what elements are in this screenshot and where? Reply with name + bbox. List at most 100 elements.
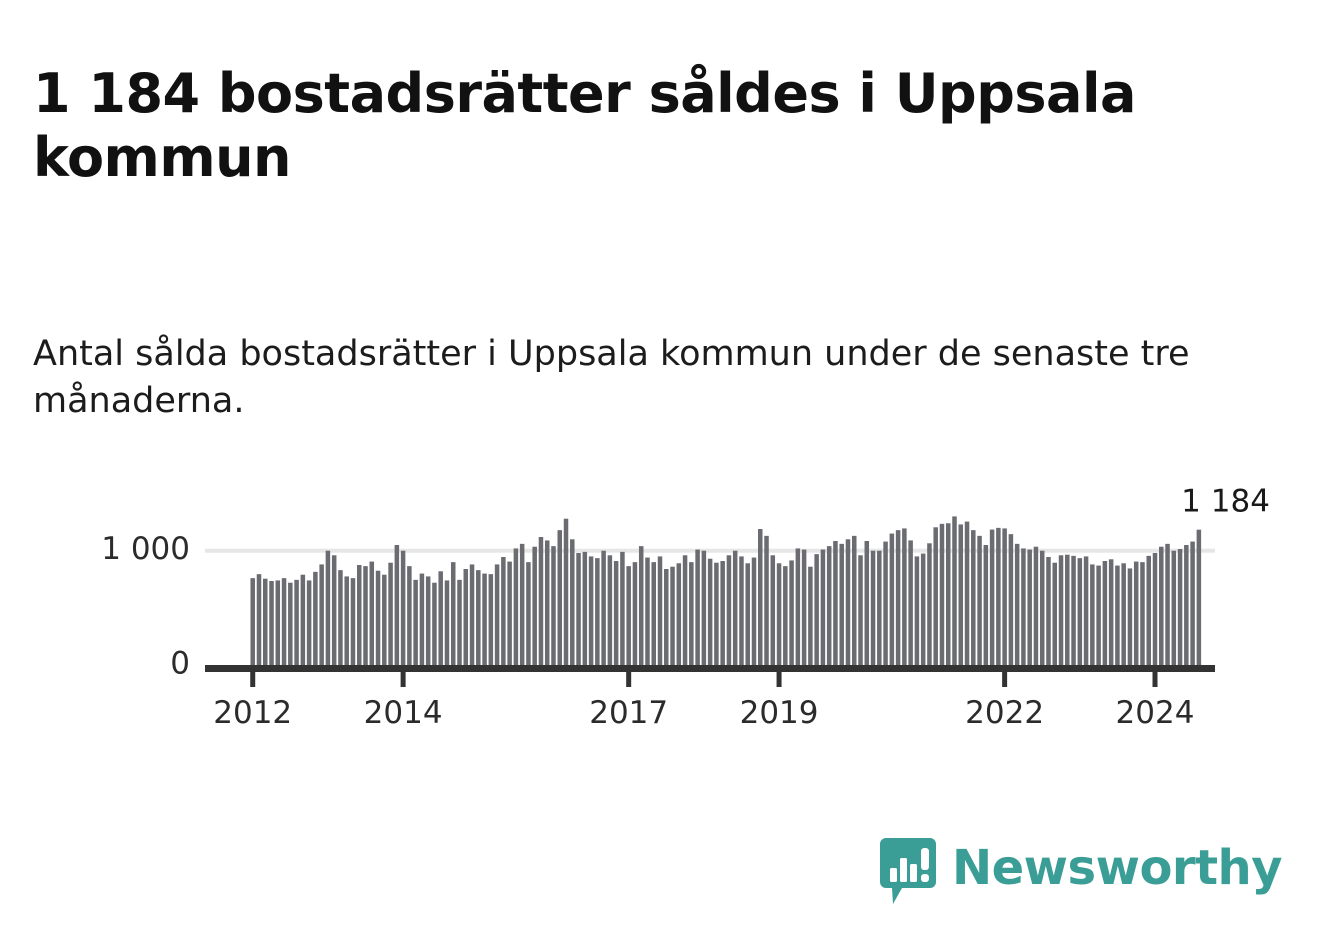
bar [826, 546, 832, 665]
bar [632, 562, 638, 665]
bar [388, 562, 393, 665]
bar [450, 562, 456, 665]
x-tick [1002, 672, 1008, 687]
bar [1014, 543, 1020, 665]
bar [983, 545, 989, 665]
bar [732, 550, 738, 665]
bar [563, 518, 569, 665]
bar [1177, 549, 1183, 665]
bar [1077, 558, 1083, 665]
bar [1121, 563, 1126, 665]
bar [1184, 545, 1189, 665]
bar [764, 535, 769, 665]
bar [651, 562, 656, 665]
bar [845, 539, 851, 665]
bar [256, 574, 262, 665]
bar [851, 535, 857, 665]
bar [269, 581, 274, 665]
bar [501, 557, 506, 665]
y-tick-label: 0 [170, 646, 190, 682]
bar [889, 533, 895, 665]
x-tick-label: 2012 [213, 695, 292, 731]
bar [638, 546, 644, 665]
bar [570, 539, 575, 665]
highlight-value-text: 1 184 [1181, 484, 1270, 520]
bar [551, 546, 556, 665]
bar [820, 549, 826, 665]
bar [1096, 565, 1101, 665]
bar [1152, 553, 1158, 665]
bars [250, 516, 1202, 665]
bar [726, 555, 732, 665]
bar [363, 566, 368, 665]
bar [319, 564, 324, 665]
bar [576, 553, 581, 665]
bar [595, 558, 600, 665]
bar [1058, 555, 1064, 665]
bar [939, 523, 945, 665]
bar [300, 574, 306, 665]
bar [670, 566, 675, 665]
bar [375, 570, 381, 665]
bar [883, 541, 888, 665]
bar [419, 573, 425, 665]
bar [413, 579, 418, 665]
bar [457, 579, 462, 665]
bar [626, 566, 631, 665]
bar [695, 549, 700, 665]
x-tick [776, 672, 782, 687]
bar [814, 554, 819, 665]
bar [507, 561, 512, 665]
x-tick-label: 2014 [364, 695, 443, 731]
x-tick-label: 2017 [589, 695, 668, 731]
bar [356, 565, 362, 665]
bar [1027, 549, 1032, 665]
bar [463, 569, 469, 665]
bar [1190, 541, 1195, 665]
bar [1159, 546, 1164, 665]
bar [382, 574, 387, 665]
bar [945, 523, 951, 665]
bar [927, 543, 932, 665]
bar [601, 550, 606, 665]
chart-canvas: 0 1 000 2012 2014 2017 2019 2022 2024 1 184 [101, 484, 1270, 731]
bar [701, 550, 707, 665]
bar [1146, 555, 1151, 665]
axis-line [205, 665, 1215, 672]
bar [977, 535, 982, 665]
bar [682, 555, 688, 665]
bar [783, 566, 788, 665]
highlight-value-label: 1 184 [1181, 484, 1270, 520]
bar [795, 548, 801, 665]
bar [657, 556, 663, 665]
bar [1133, 561, 1139, 665]
bar [482, 573, 487, 665]
bar [1140, 562, 1145, 665]
bar [739, 556, 744, 665]
bar [369, 561, 375, 665]
x-tick-label: 2019 [740, 695, 819, 731]
bar [895, 530, 901, 665]
bar [432, 582, 437, 665]
bar [1008, 534, 1014, 665]
bar [908, 540, 913, 665]
bar [444, 580, 450, 665]
bar [294, 579, 299, 665]
bar [858, 555, 863, 665]
bar [1127, 568, 1133, 665]
bar [1002, 528, 1007, 665]
newsworthy-logo[interactable]: Newsworthy [878, 836, 1283, 908]
bar [789, 560, 794, 665]
bar [1039, 550, 1045, 665]
bar [306, 580, 312, 665]
bar [407, 566, 412, 665]
x-tick [626, 672, 632, 687]
bar [1090, 564, 1095, 665]
x-tick [250, 672, 256, 687]
x-tick [1152, 672, 1158, 687]
bar [263, 578, 268, 665]
bar [281, 578, 287, 665]
bar [964, 521, 970, 665]
bar [613, 561, 619, 665]
